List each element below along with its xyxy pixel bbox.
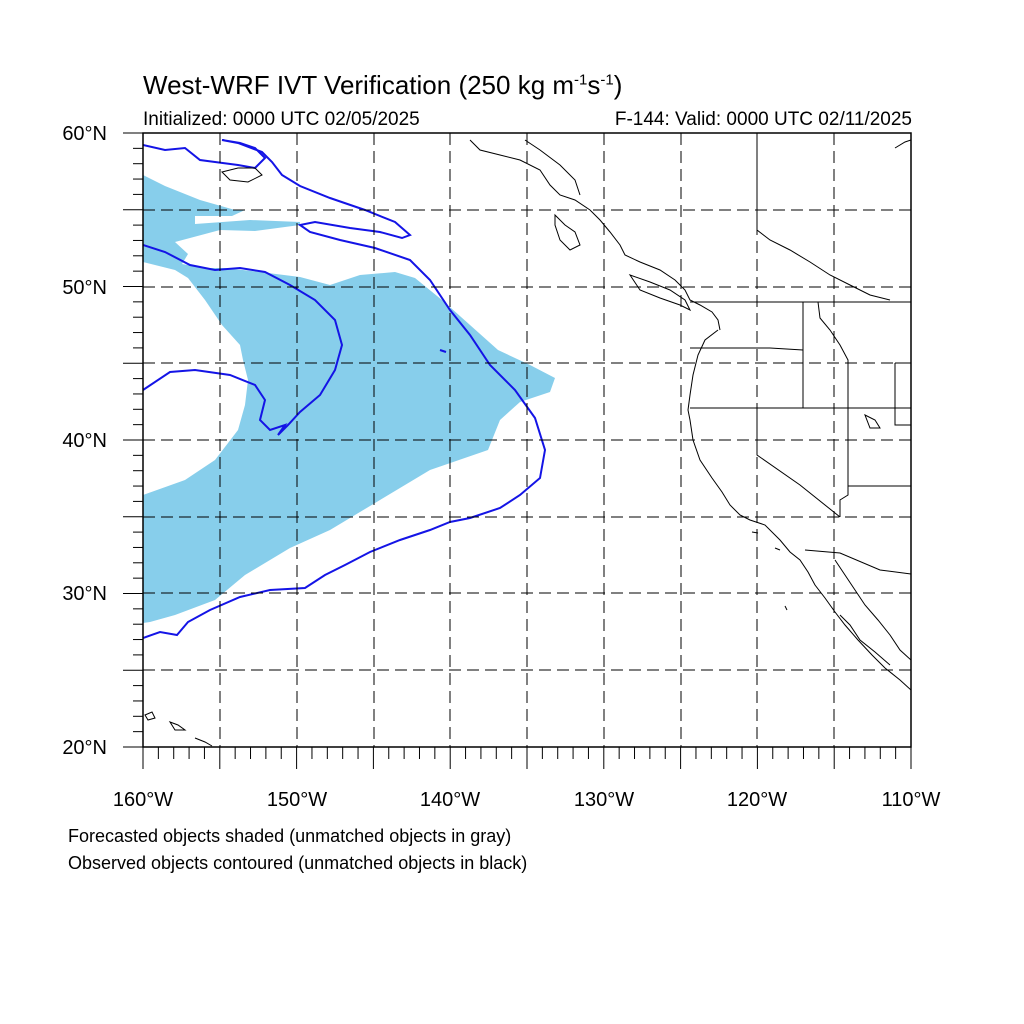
observed-contour-speck	[439, 349, 447, 353]
y-tick-label: 40°N	[62, 430, 107, 452]
y-tick-label: 30°N	[62, 583, 107, 605]
observed-contour-inner	[143, 244, 344, 436]
init-time-label: Initialized: 0000 UTC 02/05/2025	[143, 109, 420, 130]
footnote-forecast: Forecasted objects shaded (unmatched obj…	[68, 826, 512, 846]
x-tick-label: 120°W	[727, 789, 787, 811]
observed-contour-north	[143, 139, 547, 639]
x-tick-label: 130°W	[574, 789, 634, 811]
x-tick-label: 110°W	[882, 789, 941, 811]
forecast-objects	[143, 175, 555, 623]
y-tick-label: 50°N	[62, 277, 107, 299]
footnote-observed: Observed objects contoured (unmatched ob…	[68, 853, 528, 873]
forecast-object-main	[143, 175, 555, 623]
y-axis-labels: 20°N 30°N 40°N 50°N 60°N	[62, 123, 107, 759]
gridlines	[143, 133, 911, 747]
observed-objects	[143, 139, 547, 639]
x-axis-labels: 160°W 150°W 140°W 130°W 120°W 110°W	[113, 789, 941, 811]
alaska-coast	[469, 139, 721, 331]
us-west-coast	[687, 329, 911, 691]
valid-time-label: F-144: Valid: 0000 UTC 02/11/2025	[614, 109, 912, 130]
coastlines	[144, 133, 911, 747]
x-tick-label: 160°W	[113, 789, 173, 811]
y-tick-label: 60°N	[62, 123, 107, 145]
x-tick-label: 150°W	[267, 789, 327, 811]
axis-ticks	[123, 132, 912, 769]
chart-title: West-WRF IVT Verification (250 kg m-1s-1…	[143, 70, 623, 100]
x-tick-label: 140°W	[420, 789, 480, 811]
y-tick-label: 20°N	[62, 737, 107, 759]
